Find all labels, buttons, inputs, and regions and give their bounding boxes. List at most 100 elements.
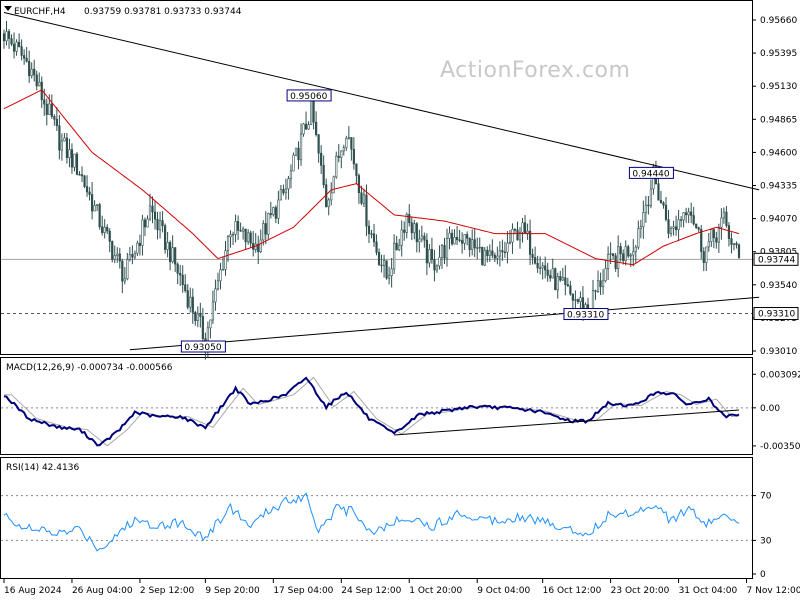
candle [184,274,187,293]
candle [501,239,504,261]
candle-body [438,257,441,267]
candle-body [516,229,519,241]
candle-body [118,253,121,262]
candle-body [85,186,89,193]
candle [191,288,194,324]
candle [96,204,99,212]
candle [141,214,144,256]
candle-body [113,255,116,260]
candle-body [274,207,277,219]
candle [559,270,562,282]
candle [287,175,290,200]
candle [25,46,28,63]
candle [569,280,572,296]
candle-body [403,229,406,233]
candle [257,235,260,265]
candle-body [279,189,282,201]
candle [10,34,13,47]
dropdown-triangle-icon[interactable] [4,6,12,11]
macd-signal-line [4,376,740,447]
candle-body [25,57,28,62]
candle [687,207,690,224]
candle-body [528,230,532,255]
candle [179,264,182,286]
candle-body [360,192,363,204]
candle-body [28,61,31,77]
price-reference-lines [1,258,752,315]
candle [677,210,680,242]
candle-body [161,220,164,226]
candle-body [209,319,212,329]
candle [118,247,121,269]
candle [382,254,386,278]
candle [594,289,597,300]
candle [503,241,507,258]
candle [335,151,338,179]
candle [491,239,494,259]
candle-body [513,229,517,231]
candle [448,226,451,250]
candle-body [385,260,388,279]
candle-body [65,137,69,159]
candle [727,222,731,247]
candle [60,133,63,161]
candle [307,121,310,130]
candle [284,178,288,200]
candle-body [259,239,262,253]
candle-body [148,205,152,220]
candle-body [146,218,149,228]
candle [68,138,71,168]
candle-body [68,149,71,159]
macd-trendline [394,409,740,436]
candle [388,266,391,285]
candle [478,237,481,253]
candle-body [221,269,225,271]
candle [541,262,544,280]
candle-body [511,229,514,243]
candle [30,62,33,79]
candle-body [201,316,204,340]
candle [433,249,436,282]
candle [707,232,710,252]
candle [111,240,114,263]
candle-body [20,46,23,56]
candle-body [722,211,725,219]
candle-body [327,199,330,208]
candle [18,33,21,48]
candle [528,219,532,265]
candle-body [393,242,396,270]
candle-body [199,313,202,317]
candle [413,219,416,240]
candle [647,195,650,215]
candle [33,59,36,82]
chart-symbol: EURCHF,H4 [14,7,66,17]
candle-body [269,213,272,215]
candle [627,244,630,259]
candle-body [131,254,134,258]
candle-body [415,223,418,243]
candle-body [662,202,665,206]
candle [138,234,142,256]
candle [722,207,725,224]
candle [377,248,381,266]
moving-average-line [3,89,740,266]
candle-body [365,194,368,227]
price-tick-label: 0.94600 [760,148,797,158]
candle-body [262,223,265,241]
candle [637,220,640,250]
candle-body [106,226,109,232]
candle [440,243,444,269]
candle [607,246,610,280]
candle [561,267,564,281]
candle-body [413,223,416,234]
candle [211,290,215,324]
candle [108,228,111,253]
candle-body [453,236,456,245]
candle [53,114,56,126]
candle-body [38,81,41,87]
candle-body [617,246,620,269]
candle-body [121,260,124,282]
candle [471,229,474,256]
candle [720,208,723,240]
candle-body [186,290,189,308]
